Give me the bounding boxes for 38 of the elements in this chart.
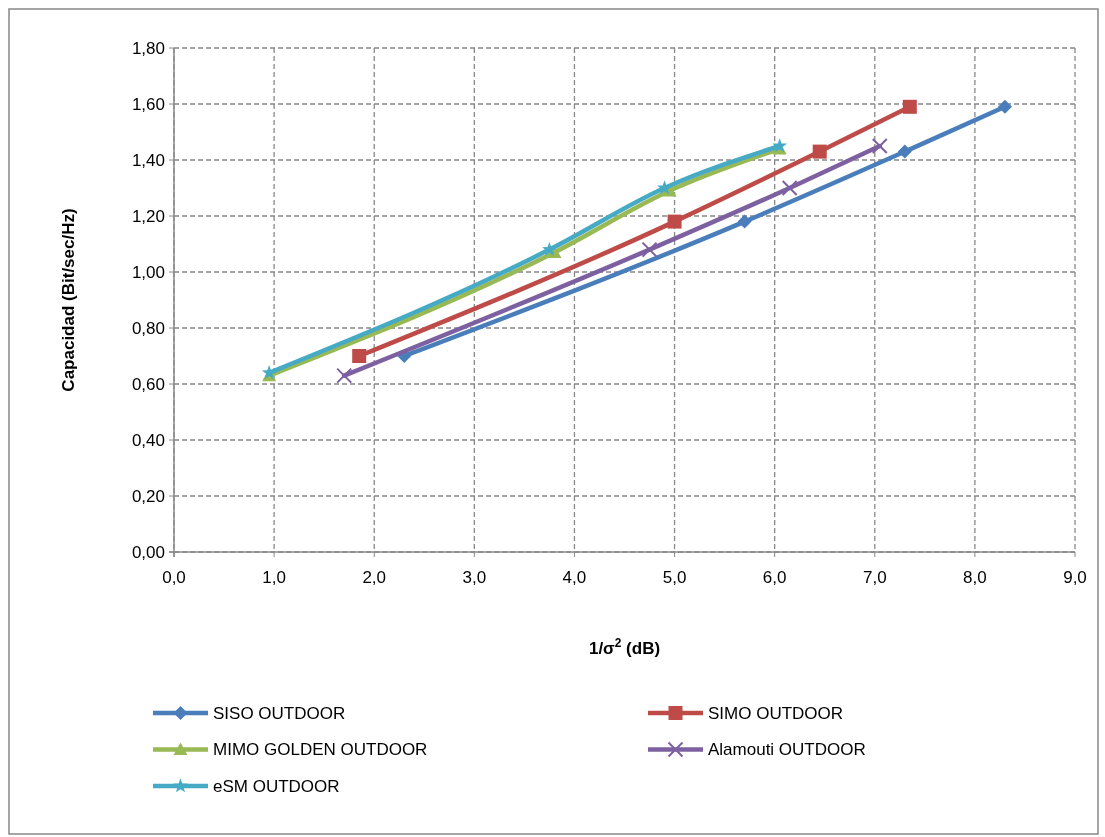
- legend-label: MIMO GOLDEN OUTDOOR: [213, 740, 428, 760]
- x-tick-label: 5,0: [662, 568, 687, 587]
- y-tick-label: 1,40: [131, 150, 165, 170]
- y-tick-label: 1,00: [131, 262, 165, 282]
- y-tick-label: 0,20: [131, 486, 165, 506]
- x-tick-label: 9,0: [1063, 568, 1087, 587]
- x-tick-label: 1,0: [262, 568, 286, 587]
- y-tick-label: 1,20: [131, 206, 165, 226]
- point: [997, 99, 1012, 114]
- point: [812, 144, 827, 159]
- point: [737, 214, 752, 229]
- point: [781, 180, 798, 196]
- y-tick-label: 0,60: [131, 374, 165, 394]
- x-tick-label: 0,0: [162, 568, 186, 587]
- point: [336, 367, 353, 384]
- y-tick-label: 0,00: [131, 542, 165, 562]
- legend-label: SIMO OUTDOOR: [708, 703, 844, 723]
- x-tick-label: 7,0: [862, 568, 887, 587]
- point: [352, 349, 367, 363]
- y-tick-label: 0,80: [131, 318, 165, 338]
- point: [667, 214, 682, 229]
- point: [902, 99, 917, 114]
- x-tick-label: 8,0: [963, 568, 987, 587]
- legend-label: SISO OUTDOOR: [213, 703, 346, 723]
- point: [897, 144, 912, 159]
- x-tick-label: 4,0: [562, 568, 587, 587]
- y-axis-title: Capacidad (Bit/sec/Hz): [59, 208, 78, 392]
- legend-label: eSM OUTDOOR: [213, 776, 340, 796]
- point: [641, 241, 658, 258]
- y-tick-label: 0,40: [131, 430, 165, 450]
- y-tick-label: 1,60: [131, 94, 165, 114]
- point: [871, 138, 888, 154]
- x-tick-label: 3,0: [462, 568, 487, 587]
- x-tick-label: 2,0: [362, 568, 387, 587]
- legend-label: Alamouti OUTDOOR: [708, 740, 866, 760]
- x-axis-title: 1/σ$^{2}$ (dB): [588, 636, 661, 658]
- y-tick-label: 1,80: [131, 38, 165, 58]
- x-tick-label: 6,0: [762, 568, 787, 587]
